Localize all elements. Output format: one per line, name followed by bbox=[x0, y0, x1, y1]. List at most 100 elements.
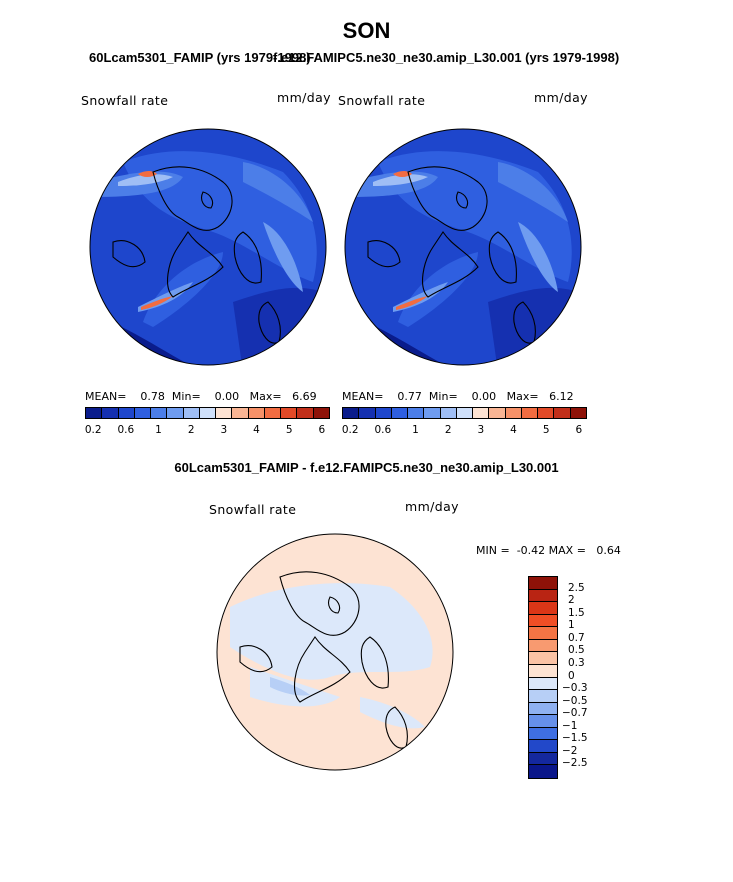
colorbar-swatch bbox=[473, 408, 490, 418]
colorbar-swatch bbox=[529, 664, 557, 678]
colorbar-swatch bbox=[134, 408, 152, 418]
colorbar-swatch bbox=[424, 408, 441, 418]
colorbar-label: 0 bbox=[568, 669, 575, 682]
map-boundary bbox=[344, 128, 582, 366]
max-band bbox=[396, 296, 428, 310]
field-band bbox=[498, 162, 568, 222]
colorbar-label: 0.7 bbox=[568, 631, 585, 644]
field-band bbox=[118, 174, 173, 186]
colorbar-tick-label: 6 bbox=[575, 424, 583, 436]
diff-variable-label: Snowfall rate bbox=[209, 502, 297, 517]
left-colorbar-ticks: 0.2 0.6 1 2 3 4 5 6 bbox=[85, 424, 330, 438]
coastline bbox=[112, 166, 281, 344]
colorbar-label: −2.5 bbox=[562, 757, 588, 770]
left-stats: MEAN= 0.78 Min= 0.00 Max= 6.69 bbox=[85, 390, 317, 403]
field-band bbox=[488, 287, 578, 365]
colorbar-tick-label: 0.2 bbox=[84, 424, 102, 436]
negative-field bbox=[270, 677, 310, 696]
colorbar-swatch bbox=[529, 752, 557, 766]
difference-map bbox=[216, 533, 454, 771]
colorbar-swatch bbox=[529, 652, 557, 665]
colorbar-swatch bbox=[375, 408, 392, 418]
colorbar-swatch bbox=[456, 408, 474, 418]
colorbar-swatch bbox=[408, 408, 425, 418]
colorbar-swatch bbox=[529, 627, 557, 640]
colorbar-label: −2 bbox=[562, 744, 578, 757]
field-band bbox=[518, 222, 558, 292]
season-title: SON bbox=[342, 18, 391, 43]
colorbar-swatch bbox=[529, 639, 557, 653]
diff-stats: MIN = -0.42 MAX = 0.64 bbox=[476, 544, 621, 557]
colorbar-swatch bbox=[151, 408, 168, 418]
field-band bbox=[263, 222, 303, 292]
colorbar-swatch bbox=[529, 602, 557, 615]
colorbar-swatch bbox=[391, 408, 409, 418]
right-colorbar-ticks: 0.2 0.6 1 2 3 4 5 6 bbox=[342, 424, 587, 438]
colorbar-tick-label: 4 bbox=[253, 424, 260, 436]
colorbar-label: 0.3 bbox=[568, 656, 585, 669]
max-band bbox=[138, 171, 157, 177]
colorbar-swatch bbox=[529, 727, 557, 741]
map-boundary bbox=[89, 128, 327, 366]
right-stats: MEAN= 0.77 Min= 0.00 Max= 6.12 bbox=[342, 390, 574, 403]
colorbar-label: 1 bbox=[568, 619, 575, 632]
colorbar-label: −1 bbox=[562, 719, 578, 732]
difference-title: 60Lcam5301_FAMIP - f.e12.FAMIPC5.ne30_ne… bbox=[174, 460, 559, 475]
negative-field bbox=[360, 697, 425, 729]
colorbar-swatch bbox=[529, 765, 557, 778]
colorbar-swatch bbox=[529, 690, 557, 703]
colorbar-label: −0.3 bbox=[562, 682, 588, 695]
colorbar-swatch bbox=[529, 740, 557, 753]
colorbar-swatch bbox=[183, 408, 200, 418]
left-snowfall-map bbox=[89, 128, 327, 366]
colorbar-label: −0.7 bbox=[562, 707, 588, 720]
colorbar-swatch bbox=[232, 408, 249, 418]
colorbar-swatch bbox=[86, 408, 103, 418]
colorbar-swatch bbox=[281, 408, 298, 418]
field-band bbox=[233, 287, 323, 365]
colorbar-swatch bbox=[118, 408, 135, 418]
map-boundary bbox=[216, 533, 454, 771]
left-case-title: 60Lcam5301_FAMIP (yrs 1979-1998) bbox=[89, 50, 311, 65]
colorbar-tick-label: 0.6 bbox=[374, 424, 392, 436]
colorbar-swatch bbox=[538, 408, 555, 418]
colorbar-swatch bbox=[570, 408, 586, 418]
colorbar-tick-label: 2 bbox=[444, 424, 452, 436]
colorbar-tick-label: 3 bbox=[220, 424, 228, 436]
left-units-label: mm/day bbox=[277, 90, 331, 105]
max-band bbox=[141, 296, 173, 310]
left-variable-label: Snowfall rate bbox=[81, 93, 169, 108]
colorbar-swatch bbox=[529, 715, 557, 728]
colorbar-tick-label: 5 bbox=[542, 424, 550, 436]
left-colorbar bbox=[85, 407, 330, 419]
colorbar-label: 2 bbox=[568, 594, 575, 607]
colorbar-swatch bbox=[521, 408, 539, 418]
colorbar-label: −1.5 bbox=[562, 732, 588, 745]
colorbar-swatch bbox=[297, 408, 314, 418]
colorbar-tick-label: 3 bbox=[477, 424, 485, 436]
colorbar-swatch bbox=[529, 702, 557, 716]
diff-colorbar-labels: 2.5 2 1.5 1 0.7 0.5 0.3 0 −0.3 −0.5 −0.7 −1 −1.5 −2 −2… bbox=[562, 576, 624, 779]
colorbar-tick-label: 1 bbox=[412, 424, 419, 436]
colorbar-swatch bbox=[529, 589, 557, 603]
colorbar-swatch bbox=[554, 408, 571, 418]
right-snowfall-map bbox=[344, 128, 582, 366]
colorbar-swatch bbox=[343, 408, 360, 418]
colorbar-swatch bbox=[529, 614, 557, 628]
colorbar-tick-label: 1 bbox=[155, 424, 162, 436]
colorbar-label: 2.5 bbox=[568, 581, 585, 594]
colorbar-swatch bbox=[167, 408, 184, 418]
diff-units-label: mm/day bbox=[405, 499, 459, 514]
colorbar-swatch bbox=[529, 577, 557, 590]
colorbar-label: −0.5 bbox=[562, 694, 588, 707]
colorbar-swatch bbox=[264, 408, 282, 418]
colorbar-label: 1.5 bbox=[568, 606, 585, 619]
colorbar-tick-label: 4 bbox=[510, 424, 517, 436]
colorbar-swatch bbox=[489, 408, 506, 418]
colorbar-tick-label: 6 bbox=[318, 424, 326, 436]
coastline bbox=[239, 571, 408, 749]
colorbar-swatch bbox=[216, 408, 233, 418]
right-variable-label: Snowfall rate bbox=[338, 93, 426, 108]
colorbar-swatch bbox=[248, 408, 265, 418]
diff-colorbar bbox=[528, 576, 558, 779]
